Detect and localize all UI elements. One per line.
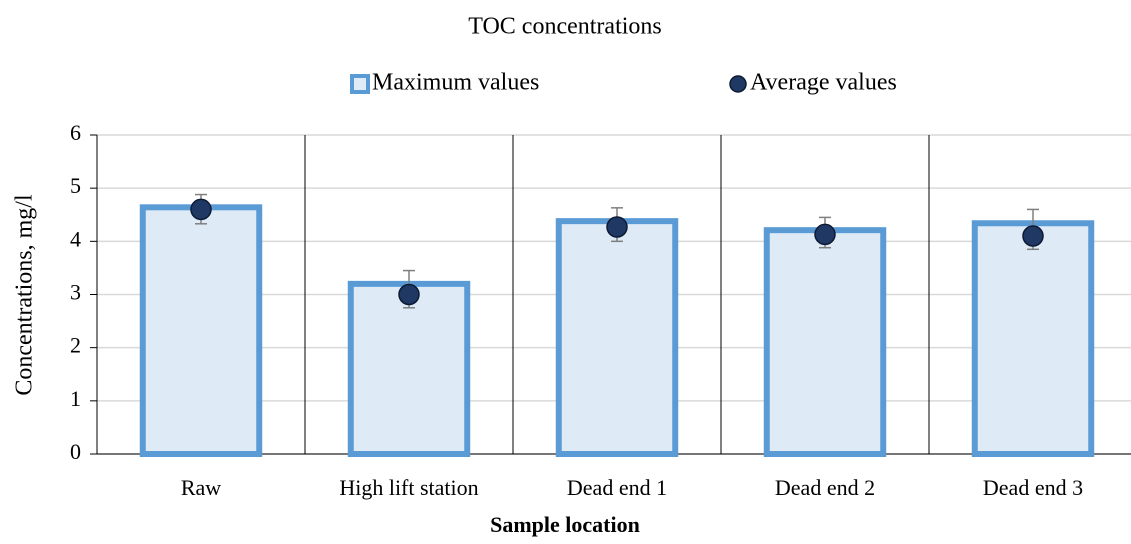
- legend-label: Maximum values: [372, 70, 539, 96]
- y-tick-label: 0: [70, 439, 81, 464]
- y-tick-label: 1: [70, 386, 81, 411]
- y-axis-label: Concentrations, mg/l: [12, 194, 38, 396]
- point: [814, 223, 836, 246]
- bar: [763, 227, 887, 457]
- x-tick-label: Dead end 2: [775, 475, 875, 500]
- x-tick-label: High lift station: [339, 475, 478, 500]
- chart-title: TOC concentrations: [468, 14, 662, 40]
- point: [1022, 225, 1044, 247]
- x-tick-label: Dead end 1: [567, 475, 667, 500]
- legend-label: Average values: [750, 70, 897, 96]
- legend-swatch: [729, 75, 747, 93]
- point: [606, 216, 628, 238]
- y-tick-label: 4: [70, 226, 81, 251]
- y-tick-label: 5: [70, 173, 81, 198]
- y-tick-label: 3: [70, 280, 81, 305]
- legend-swatch: [350, 74, 370, 94]
- bar: [347, 280, 471, 457]
- x-tick-label: Raw: [181, 475, 221, 500]
- x-axis-label: Sample location: [490, 512, 640, 537]
- bar: [555, 218, 679, 457]
- y-tick-label: 6: [70, 120, 81, 145]
- bar: [139, 204, 263, 457]
- point: [190, 198, 212, 221]
- bar: [971, 220, 1095, 457]
- x-tick-label: Dead end 3: [983, 475, 1083, 500]
- point: [398, 283, 420, 306]
- y-tick-label: 2: [70, 333, 81, 358]
